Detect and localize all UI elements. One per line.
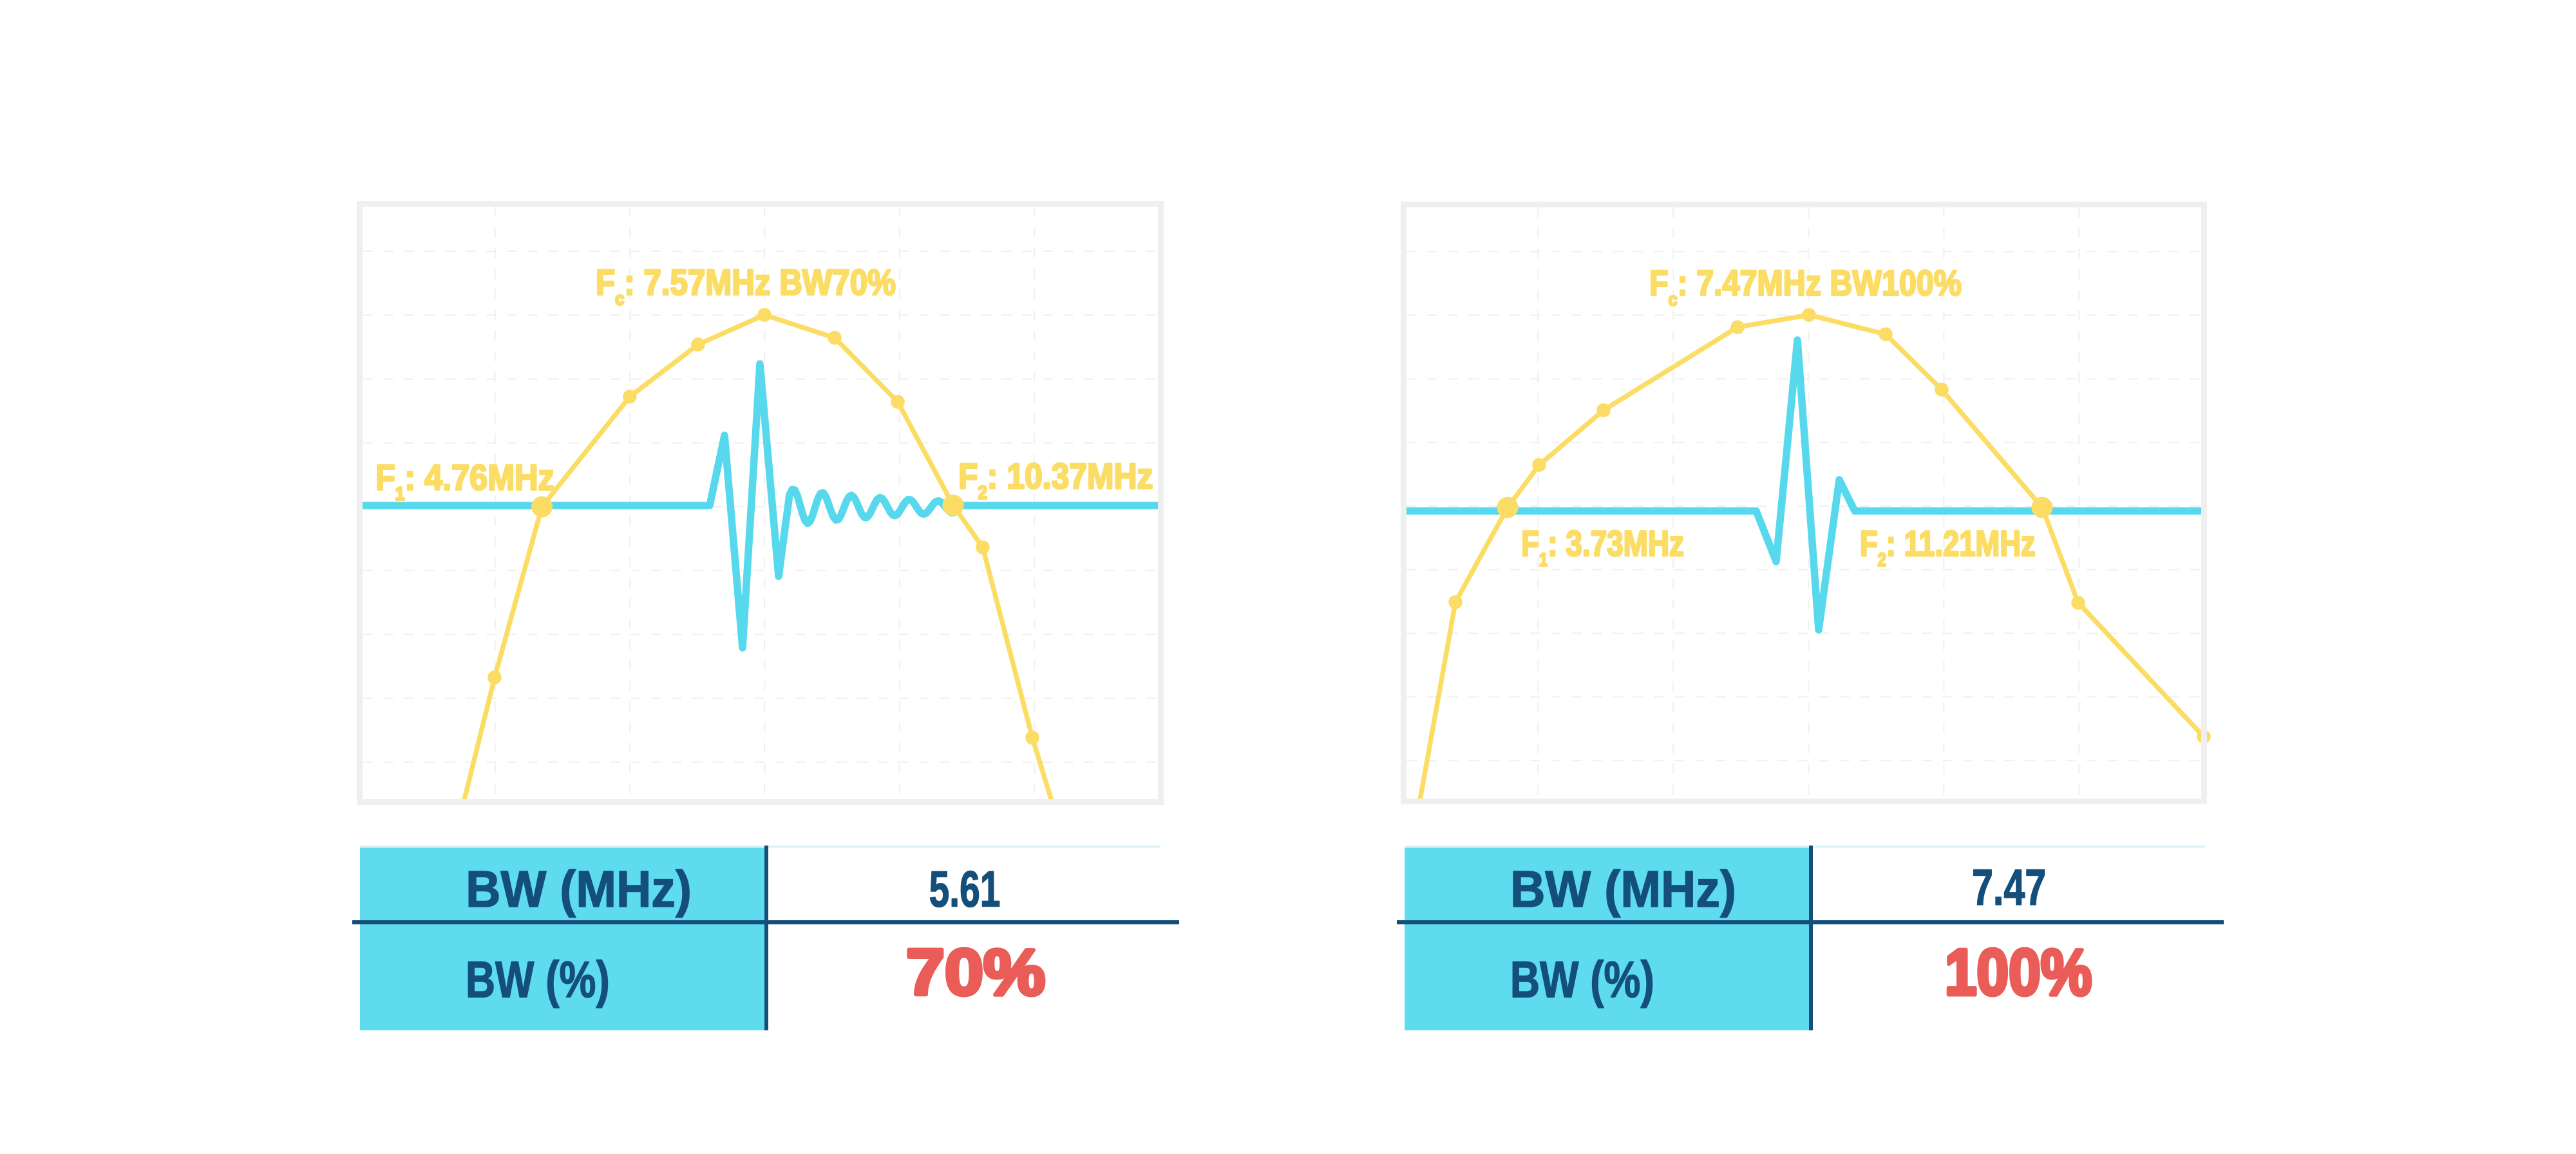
- svg-text:F1: 3.73MHz: F1: 3.73MHz: [1521, 523, 1684, 570]
- svg-text:BW (%): BW (%): [1510, 951, 1654, 1008]
- svg-text:F2: 11.21MHz: F2: 11.21MHz: [1860, 523, 2036, 570]
- svg-text:7.47: 7.47: [1972, 859, 2046, 916]
- svg-text:70%: 70%: [906, 936, 1045, 1009]
- svg-text:BW (MHz): BW (MHz): [466, 861, 692, 918]
- svg-text:BW (%): BW (%): [466, 951, 610, 1008]
- svg-text:Fc: 7.47MHz BW100%: Fc: 7.47MHz BW100%: [1649, 263, 1962, 310]
- svg-text:5.61: 5.61: [929, 860, 1001, 917]
- svg-text:100%: 100%: [1945, 936, 2092, 1008]
- svg-text:F2: 10.37MHz: F2: 10.37MHz: [958, 457, 1153, 503]
- svg-text:BW (MHz): BW (MHz): [1510, 861, 1736, 918]
- svg-text:Fc: 7.57MHz BW70%: Fc: 7.57MHz BW70%: [596, 262, 896, 308]
- svg-text:F1: 4.76MHz: F1: 4.76MHz: [375, 458, 554, 504]
